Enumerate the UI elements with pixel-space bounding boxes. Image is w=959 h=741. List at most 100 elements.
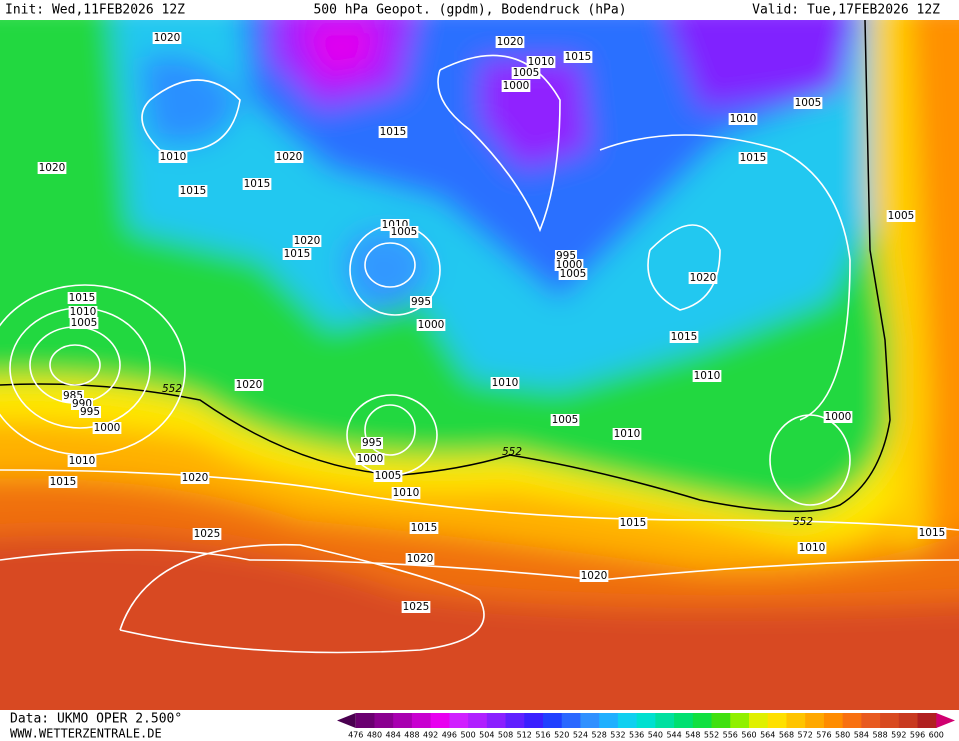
colorbar-arrow [936,713,955,728]
colorbar-tick-label: 544 [666,731,681,740]
colorbar-tick-label: 508 [498,731,513,740]
isobar-label: 1000 [357,453,384,465]
map-title: 500 hPa Geopot. (gpdm), Bodendruck (hPa) [313,3,626,18]
isobar-label: 1010 [69,455,96,467]
isobar-label: 1020 [236,379,263,391]
colorbar-tick-label: 532 [610,731,625,740]
isobar-label: 1015 [740,152,767,164]
colorbar-tick-label: 592 [891,731,906,740]
isobar-label-box [92,422,122,434]
colorbar-swatch [711,713,731,728]
colorbar-swatch [880,713,900,728]
colorbar-swatch [393,713,413,728]
isobar-label-box [355,453,385,465]
isobar-label-box [728,113,758,125]
colorbar-swatch [449,713,469,728]
isobar-label: 1010 [70,306,97,318]
geopotential-label: 552 [502,446,522,458]
isobar-label-box [495,36,525,48]
isobar-label-box [563,51,593,63]
isobar-label: 1020 [276,151,303,163]
isobar-label-box [823,411,853,423]
isobar-label: 1015 [380,126,407,138]
isobar-label-box [37,162,67,174]
isobar-label: 1000 [94,422,121,434]
isobar-label-box [389,226,419,238]
isobar-label: 1010 [528,56,555,68]
colorbar-swatch [580,713,600,728]
isobar-label-box [274,151,304,163]
colorbar-tick-label: 500 [460,731,475,740]
colorbar-swatch [636,713,656,728]
colorbar-tick-label: 536 [629,731,644,740]
colorbar-swatch [805,713,825,728]
isobar-label-box [292,235,322,247]
colorbar-swatch [374,713,394,728]
colorbar-tick-label: 568 [779,731,794,740]
isobar-label-box [612,428,642,440]
isobar-label-box [501,80,531,92]
isobar-label: 1005 [375,470,402,482]
colorbar-swatch [617,713,638,728]
isobar-label: 1010 [492,377,519,389]
isobar-label-box [688,272,718,284]
isobar-label-box [409,296,433,308]
isobar-label-box [550,414,580,426]
valid-time: Valid: Tue,17FEB2026 12Z [752,3,940,18]
labels: 1020 102010151010100510001005101010151010… [37,32,947,613]
isobar-label-box [373,470,403,482]
isobar-label-box [886,210,916,222]
isobar-label: 1005 [552,414,579,426]
isobar-label-box [180,472,210,484]
isobar-label-box [579,570,609,582]
isobar-label-box [917,527,947,539]
isobar-label-box [67,292,97,304]
isobar-label: 1010 [160,151,187,163]
colorbar-swatch [730,713,750,728]
isobar-label-box [558,268,588,280]
isobar-label-box [234,379,264,391]
isobar-label-box [282,248,312,260]
isobar-label: 1015 [50,476,77,488]
isobar-label: 995 [411,296,431,308]
colorbar-swatch [842,713,862,728]
colorbar-tick-label: 484 [386,731,401,740]
isobar-label-box [67,455,97,467]
isobar-label: 1015 [411,522,438,534]
isobar-label-box [192,528,222,540]
colorbar-tick-label: 572 [798,731,813,740]
isobar-label: 1020 [690,272,717,284]
colorbar-tick-label: 520 [554,731,569,740]
colorbar-tick-label: 540 [648,731,663,740]
isobar-label: 1015 [69,292,96,304]
colorbar-tick-label: 596 [910,731,925,740]
colorbar-swatch [786,713,806,728]
colorbar-tick-label: 580 [835,731,850,740]
colorbar-tick-label: 528 [592,731,607,740]
isobar-label: 1020 [182,472,209,484]
isobar-label: 1020 [407,553,434,565]
isobar-label: 1005 [71,317,98,329]
colorbar-swatch [674,713,694,728]
isobar-label: 1025 [194,528,221,540]
isobar-label-box [409,522,439,534]
isobar-label: 1005 [513,67,540,79]
geopotential-label: 552 [793,516,813,528]
colorbar-tick-label: 496 [442,731,457,740]
isobar-label: 1010 [614,428,641,440]
site-name: WWW.WETTERZENTRALE.DE [10,727,162,741]
colorbar-tick-label: 480 [367,731,382,740]
colorbar-tick-label: 476 [348,731,363,740]
colorbar-swatch [692,713,713,728]
colorbar-swatch [767,713,787,728]
isobar-label: 1000 [825,411,852,423]
colorbar-arrow [337,713,356,728]
isobar-label: 1015 [620,517,647,529]
isobar-label: 1015 [284,248,311,260]
isobar-label: 1025 [403,601,430,613]
isobar-label: 1020 [581,570,608,582]
isobar-label-box [618,517,648,529]
isobar-label: 995 [80,406,100,418]
